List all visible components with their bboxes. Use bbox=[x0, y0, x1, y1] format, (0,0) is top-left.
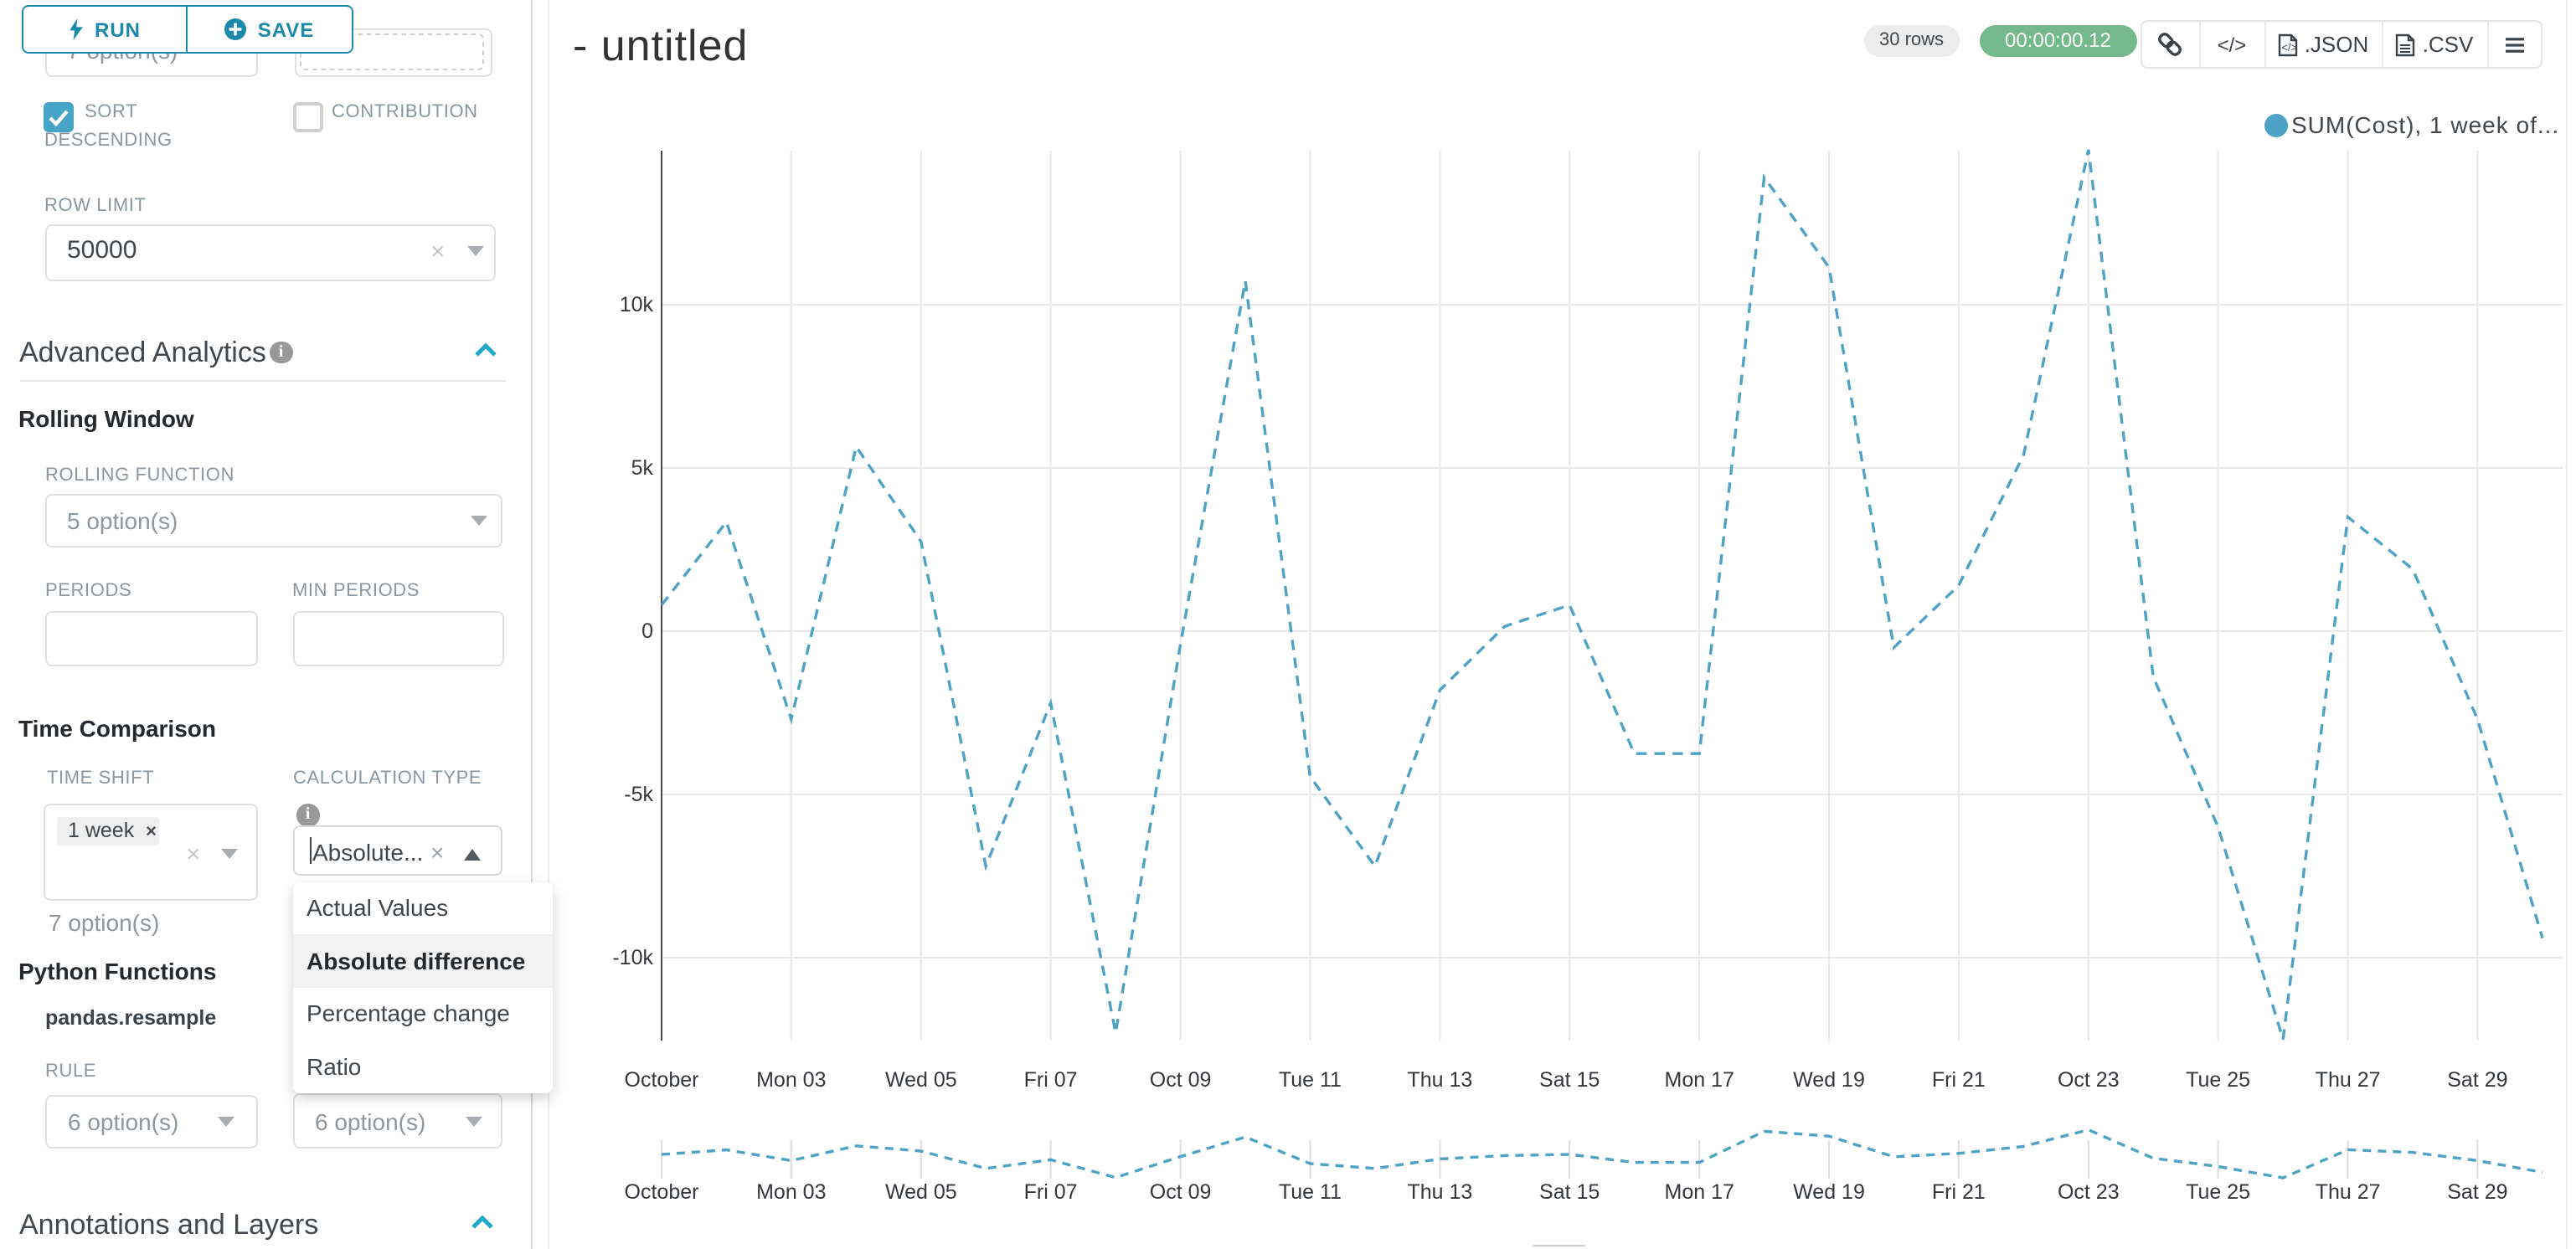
svg-text:Oct 23: Oct 23 bbox=[2058, 1180, 2120, 1204]
svg-text:5k: 5k bbox=[631, 456, 654, 480]
svg-text:Oct 23: Oct 23 bbox=[2058, 1068, 2120, 1092]
svg-text:October: October bbox=[625, 1180, 699, 1204]
svg-text:Thu 13: Thu 13 bbox=[1407, 1068, 1472, 1092]
svg-text:Thu 13: Thu 13 bbox=[1407, 1180, 1472, 1204]
svg-text:Mon 17: Mon 17 bbox=[1665, 1068, 1734, 1092]
svg-text:Wed 19: Wed 19 bbox=[1793, 1180, 1865, 1204]
svg-text:Oct 09: Oct 09 bbox=[1150, 1180, 1212, 1204]
svg-text:Sat 29: Sat 29 bbox=[2447, 1068, 2507, 1092]
svg-text:Wed 19: Wed 19 bbox=[1793, 1068, 1865, 1092]
svg-text:Tue 25: Tue 25 bbox=[2186, 1068, 2250, 1092]
svg-text:-5k: -5k bbox=[624, 783, 653, 806]
svg-text:</>: </> bbox=[2281, 40, 2297, 53]
svg-text:Fri 07: Fri 07 bbox=[1024, 1068, 1078, 1092]
svg-text:-10k: -10k bbox=[612, 946, 653, 969]
svg-text:Thu 27: Thu 27 bbox=[2316, 1180, 2381, 1204]
svg-text:Fri 21: Fri 21 bbox=[1932, 1180, 1986, 1204]
svg-text:Tue 11: Tue 11 bbox=[1279, 1180, 1342, 1204]
svg-text:Mon 03: Mon 03 bbox=[756, 1068, 826, 1092]
svg-text:10k: 10k bbox=[620, 293, 654, 316]
svg-text:Sat 15: Sat 15 bbox=[1539, 1068, 1600, 1092]
svg-text:Oct 09: Oct 09 bbox=[1150, 1068, 1212, 1092]
svg-text:SUM(Cost), 1 week of...: SUM(Cost), 1 week of... bbox=[2291, 112, 2559, 138]
svg-text:Fri 07: Fri 07 bbox=[1024, 1180, 1078, 1204]
svg-text:Fri 21: Fri 21 bbox=[1932, 1068, 1986, 1092]
svg-text:Thu 27: Thu 27 bbox=[2316, 1068, 2381, 1092]
svg-text:October: October bbox=[625, 1068, 699, 1092]
svg-text:Mon 17: Mon 17 bbox=[1665, 1180, 1734, 1204]
svg-text:Sat 29: Sat 29 bbox=[2447, 1180, 2507, 1204]
svg-text:Wed 05: Wed 05 bbox=[885, 1068, 957, 1092]
svg-text:Mon 03: Mon 03 bbox=[756, 1180, 826, 1204]
svg-text:0: 0 bbox=[641, 619, 653, 643]
svg-text:Sat 15: Sat 15 bbox=[1539, 1180, 1600, 1204]
svg-text:Tue 25: Tue 25 bbox=[2186, 1180, 2250, 1204]
svg-text:Wed 05: Wed 05 bbox=[885, 1180, 957, 1204]
svg-text:Tue 11: Tue 11 bbox=[1279, 1068, 1342, 1092]
